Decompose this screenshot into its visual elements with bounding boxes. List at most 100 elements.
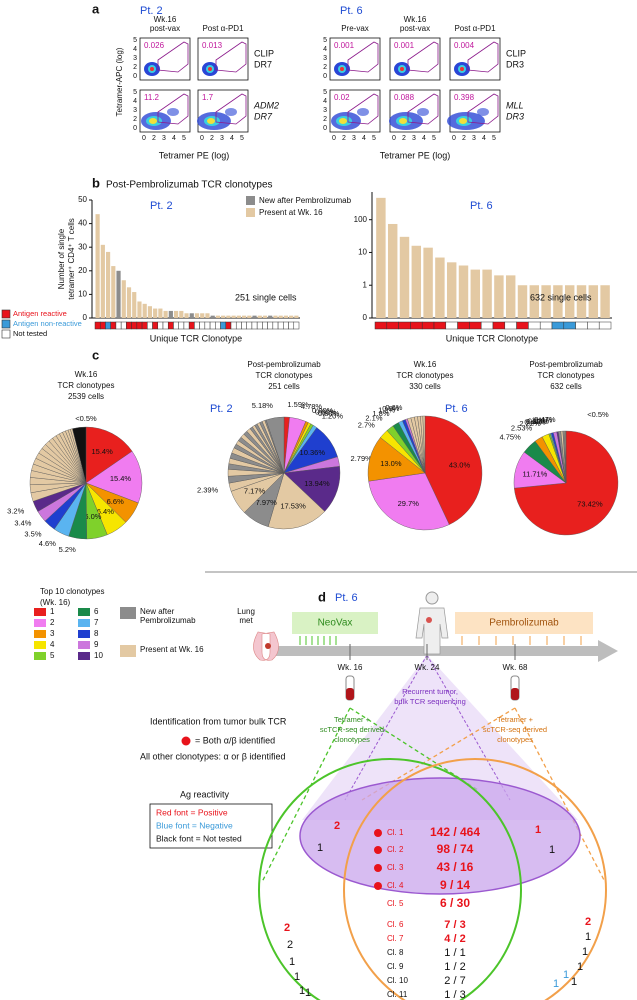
region-count: 1 [585,931,591,943]
reactivity-cell [516,321,529,330]
subtitle: Pt. 2 [150,200,173,212]
y-tick-label: 0 [323,73,327,80]
x-axis-label: Tetramer PE (log) [159,150,230,160]
legend-swatch [78,641,90,649]
value-label: 3.4% [14,519,31,528]
value-label: 15.4% [110,474,132,483]
value-label: 4.78% [301,402,323,411]
reactivity-cell [204,321,211,330]
y-tick-label: 0 [133,125,137,132]
reactivity-cell [267,321,274,330]
reactivity-cell [262,321,268,330]
region-count: 2 [284,922,290,934]
legend-label: Antigen non-reactive [13,319,82,328]
region-count: 1 [299,985,305,997]
y-tick-label: 0 [133,73,137,80]
region-count: 1 [549,844,555,856]
derived-note: Tetramer + [497,715,534,724]
value-label: 13.0% [380,459,402,468]
y-tick-label: 1 [363,280,368,289]
value-label: 1.59% [287,400,309,409]
y-tick-label: 2 [323,116,327,123]
legend-label: 6 [94,607,99,616]
y-tick-label: 0 [323,125,327,132]
legend-label: 9 [94,640,99,649]
derived-note: scTCR-seq derived [483,725,547,734]
bar [283,315,289,318]
y-tick-label: 2 [133,64,137,71]
reactivity-cell [178,321,185,330]
bar [132,292,137,318]
y-tick-label: 40 [78,219,87,228]
derived-note: clonotypes [334,735,370,744]
panel-label: b [92,175,100,190]
cell-cloud [167,108,179,116]
cell-cloud [150,67,154,71]
cell-cloud [225,108,237,116]
legend-swatch [1,329,11,339]
value-label: 0.80% [312,406,334,415]
cell-cloud [459,118,467,124]
patient-label: Pt. 6 [445,403,468,415]
bar [226,315,231,318]
legend-swatch [120,645,136,657]
cell-cloud [460,67,464,71]
bar [423,247,433,318]
reactivity-cell [94,321,101,330]
x-axis-label: Unique TCR Clonotype [150,333,242,343]
value-label: 0.63% [528,416,550,425]
clonotype-counts: 6 / 30 [440,896,470,910]
cell-cloud [340,67,344,71]
bar [173,310,179,318]
reactivity-cell [220,321,227,330]
reactivity-cell [209,321,216,330]
x-tick-label: 4 [482,135,486,142]
pie-slice [368,472,450,531]
region-count: 1 [577,961,583,973]
clonotype-name: Cl. 7 [387,934,404,943]
reactivity-cell [152,321,159,330]
y-tick-label: 30 [78,242,87,251]
gate [215,93,247,125]
legend-label: 3 [50,629,55,638]
region-count: 1 [294,971,300,983]
reactivity-cell [256,321,263,330]
value-label: 0.6% [385,403,402,412]
x-tick-label: 5 [372,135,376,142]
legend-label: New after [140,607,175,616]
region-count: 1 [317,842,323,854]
panel-label: a [92,1,100,16]
legend-label: 8 [94,629,99,638]
reactivity-cell [492,321,506,330]
x-tick-label: 2 [462,135,466,142]
y-tick-label: 0 [83,313,88,322]
reactivity-title: Ag reactivity [180,789,230,799]
row-label: DR7 [254,59,272,69]
legend-label: 2 [50,618,55,627]
gate [347,93,379,125]
tumor-note: bulk TCR sequencing [394,697,466,706]
value-label: 4.75% [499,433,521,442]
x-tick-label: 4 [362,135,366,142]
region-count: 1 [553,978,559,990]
x-tick-label: 3 [412,135,416,142]
reactivity-cell [283,321,289,330]
bar [446,262,457,318]
x-tick-label: 4 [172,135,176,142]
patient-label: Pt. 6 [340,5,363,17]
column-header: post-vax [150,24,180,33]
reactivity-cell [225,321,232,330]
reactivity-cell [457,321,470,330]
patient-label: Pt. 2 [210,403,233,415]
pie-title: TCR clonotypes [58,381,115,390]
reactivity-key: Red font = Positive [156,807,228,817]
reactivity-cell [410,321,423,330]
value-label: 7.17% [244,486,266,495]
clonotype-name: Cl. 5 [387,899,404,908]
value-label: 2.1% [365,414,382,423]
cell-cloud [339,118,347,124]
annotation: <0.5% [75,414,97,423]
legend-label: 5 [50,651,55,660]
gate [467,41,499,73]
legend-title: Top 10 clonotypes [40,587,105,596]
